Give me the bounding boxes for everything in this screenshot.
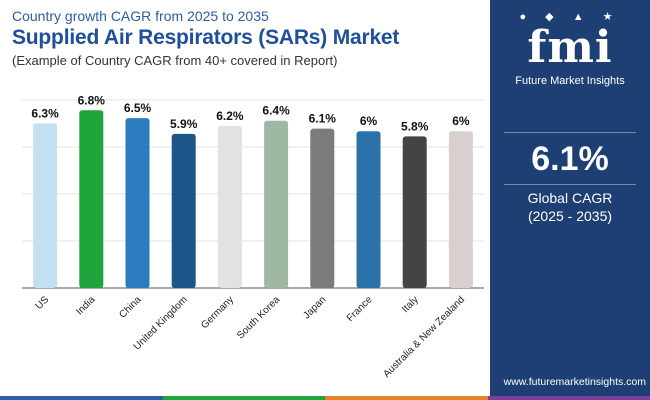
- bar-us: [33, 123, 58, 288]
- x-tick-label: Japan: [301, 294, 328, 321]
- bar-value-label: 6.1%: [309, 112, 337, 126]
- x-tick-label: South Korea: [235, 294, 282, 341]
- fmi-logo: ● ◆ ▲ ★ fmi Future Market Insights: [490, 10, 650, 87]
- chart-note: (Example of Country CAGR from 40+ covere…: [12, 53, 338, 68]
- chart-subtitle: Country growth CAGR from 2025 to 2035: [12, 8, 269, 24]
- x-tick-label: China: [117, 294, 144, 321]
- global-cagr-value: 6.1%: [531, 140, 609, 178]
- x-tick-label: India: [74, 294, 97, 317]
- x-tick-label: Australia & New Zealand: [381, 294, 467, 380]
- bottom-bar-segment-blue: [0, 396, 163, 400]
- global-cagr-label: Global CAGR: [527, 190, 613, 206]
- bottom-bar-segment-purple: [487, 396, 650, 400]
- bar-united-kingdom: [171, 133, 196, 288]
- bar-value-label: 6%: [452, 114, 470, 128]
- chart-title: Supplied Air Respirators (SARs) Market: [12, 26, 400, 49]
- bar-value-label: 6.5%: [124, 101, 152, 115]
- bar-value-label: 6.8%: [78, 93, 106, 107]
- chart-bars: [33, 110, 473, 289]
- bar-value-label: 5.9%: [170, 117, 198, 131]
- bar-value-label: 5.8%: [401, 119, 429, 133]
- x-tick-label: Germany: [199, 294, 236, 331]
- divider-bottom: [504, 184, 636, 185]
- bar-italy: [402, 136, 427, 288]
- chart-value-labels: 6.3% 6.8% 6.5% 5.9% 6.2% 6.4% 6.1% 6% 5.8% 6%: [31, 93, 469, 133]
- divider-top: [504, 132, 636, 133]
- bar-value-label: 6.4%: [262, 104, 290, 118]
- bar-germany: [217, 125, 242, 289]
- bottom-color-bar: [0, 396, 650, 400]
- global-cagr-range: (2025 - 2035): [527, 208, 613, 224]
- website-url: www.futuremarketinsights.com: [503, 376, 646, 388]
- chart-header: Country growth CAGR from 2025 to 2035 Su…: [12, 6, 482, 68]
- bottom-bar-segment-orange: [325, 396, 488, 400]
- x-tick-label: US: [34, 294, 52, 312]
- bar-china: [125, 118, 150, 288]
- logo-text: Future Market Insights: [515, 75, 625, 87]
- bar-india: [79, 110, 104, 288]
- bottom-bar-segment-green: [162, 396, 325, 400]
- bar-value-label: 6.2%: [216, 109, 244, 123]
- logo-mark: fmi: [527, 22, 613, 73]
- bar-australia-new-zealand: [448, 131, 473, 288]
- bar-value-label: 6.3%: [31, 106, 59, 120]
- bar-japan: [310, 128, 335, 288]
- cagr-bar-chart: 6.3% 6.8% 6.5% 5.9% 6.2% 6.4% 6.1% 6% 5.8% 6% US I…: [22, 93, 484, 380]
- x-tick-label: France: [345, 294, 375, 324]
- x-tick-label: Italy: [400, 294, 421, 315]
- bar-south-korea: [264, 120, 289, 288]
- bar-value-label: 6%: [360, 114, 378, 128]
- logo-icons: ● ◆ ▲ ★: [519, 11, 621, 23]
- summary-sidebar: ● ◆ ▲ ★ fmi Future Market Insights 6.1% …: [490, 0, 650, 400]
- bar-france: [356, 131, 381, 288]
